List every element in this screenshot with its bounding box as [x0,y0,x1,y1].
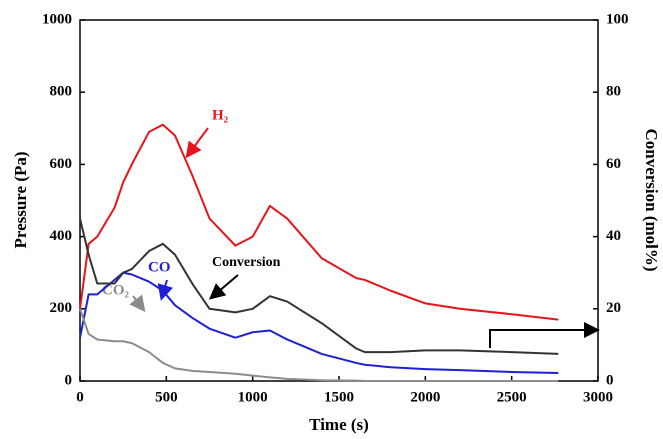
series-label: H₂ [212,107,229,123]
x-tick-label: 1500 [324,389,354,405]
x-tick-label: 1000 [238,389,268,405]
y-tick-label: 600 [50,156,73,172]
y-tick-label: 0 [65,372,73,388]
y2-tick-label: 60 [606,156,621,172]
x-tick-label: 500 [155,389,178,405]
series-line [79,218,559,355]
y2-tick-label: 100 [606,11,629,27]
y2-tick-label: 20 [606,300,621,316]
y2-tick-label: 80 [606,84,621,100]
series-label: CO [148,259,171,275]
y-tick-label: 400 [50,228,73,244]
x-tick-label: 3000 [583,389,613,405]
series-line [79,123,559,321]
arrow [208,274,239,300]
y2-tick-label: 0 [606,372,614,388]
series-line [79,308,559,382]
y-tick-label: 200 [50,300,73,316]
y2-axis-label: Conversion (mol%) [642,128,661,271]
y-axis-label: Pressure (Pa) [11,151,30,248]
arrow [185,127,209,159]
y-tick-label: 800 [50,84,73,100]
arrow [129,294,146,313]
plot-frame [79,19,599,382]
x-tick-label: 0 [76,389,84,405]
series-label: Conversion [212,255,281,270]
y2-tick-label: 40 [606,228,621,244]
arrow [489,322,600,348]
series-label: CO₂ [102,282,130,298]
x-axis-label: Time (s) [309,415,369,434]
y-tick-label: 1000 [42,11,72,27]
series-line [79,271,559,375]
arrow [157,279,174,301]
x-tick-label: 2500 [497,389,527,405]
x-tick-label: 2000 [410,389,440,405]
